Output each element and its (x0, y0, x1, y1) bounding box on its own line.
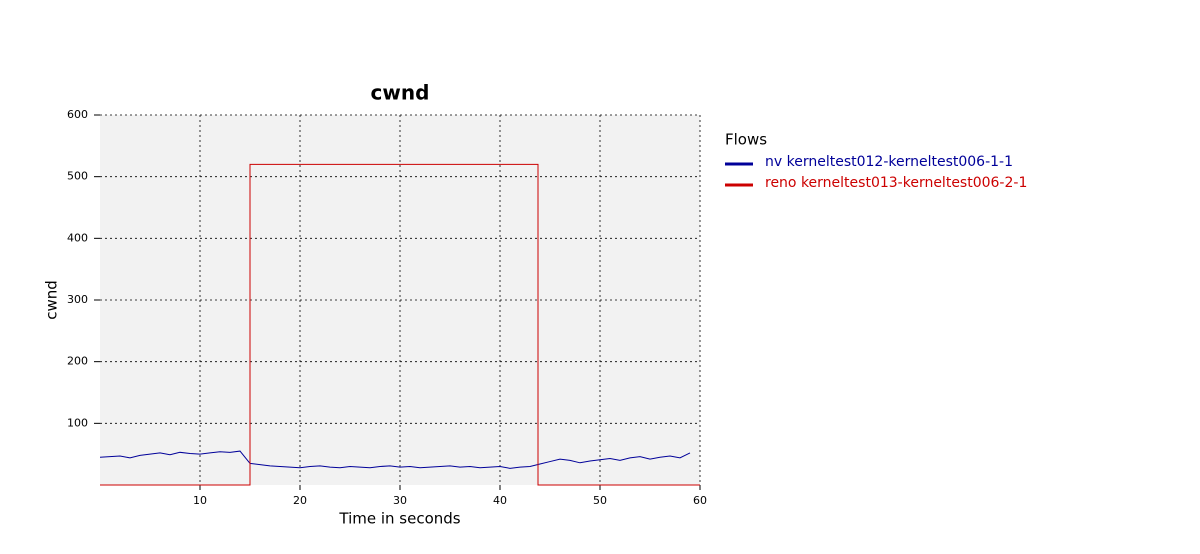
x-tick-label: 60 (693, 494, 707, 507)
x-tick-label: 40 (493, 494, 507, 507)
y-tick-label: 400 (67, 231, 88, 244)
x-tick-label: 20 (293, 494, 307, 507)
y-tick-label: 100 (67, 416, 88, 429)
series-line (99, 450, 691, 469)
y-tick-label: 200 (67, 355, 88, 368)
y-tick-label: 600 (67, 108, 88, 121)
y-tick-label: 500 (67, 170, 88, 183)
legend-title: Flows (725, 131, 767, 149)
series-line (100, 163, 700, 486)
x-tick-label: 10 (193, 494, 207, 507)
x-axis-label: Time in seconds (338, 510, 460, 528)
legend-label: nv kerneltest012-kerneltest006-1-1 (765, 154, 1013, 170)
x-tick-label: 50 (593, 494, 607, 507)
x-tick-label: 30 (393, 494, 407, 507)
legend-label: reno kerneltest013-kerneltest006-2-1 (765, 175, 1027, 191)
y-tick-label: 300 (67, 293, 88, 306)
chart-title: cwnd (371, 81, 430, 105)
y-axis-label: cwnd (43, 280, 61, 320)
